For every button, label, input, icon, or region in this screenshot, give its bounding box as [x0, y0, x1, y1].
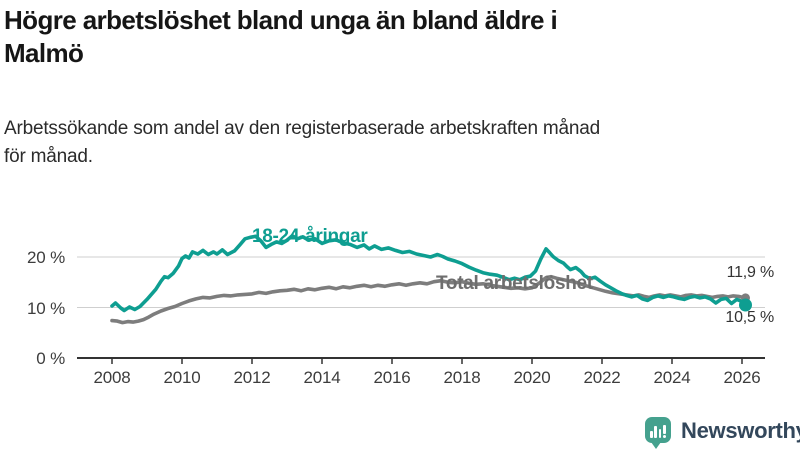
x-axis-label: 2022: [583, 368, 621, 387]
newsworthy-pin-icon: [645, 417, 671, 443]
y-axis-label-10: 10 %: [27, 299, 65, 318]
chart-subtitle: Arbetssökande som andel av den registerb…: [4, 118, 601, 167]
newsworthy-wordmark: Newsworthy: [681, 418, 800, 443]
y-axis-label-0: 0 %: [36, 349, 65, 368]
end-dot-18-24: [739, 298, 752, 312]
newsworthy-logo[interactable]: Newsworthy: [645, 417, 800, 450]
x-axis-label: 2008: [93, 368, 131, 387]
x-axis-label: 2012: [233, 368, 271, 387]
x-axis-label: 2018: [443, 368, 481, 387]
x-axis-label: 2024: [653, 368, 691, 387]
y-axis-label-20: 20 %: [27, 248, 65, 267]
x-axis-label: 2020: [513, 368, 551, 387]
x-axis-label: 2016: [373, 368, 411, 387]
exclamation-icon: [662, 425, 666, 438]
x-axis-label: 2026: [723, 368, 761, 387]
series-line-18-24: [110, 234, 748, 313]
end-value-label-total: 11,9 %: [726, 264, 775, 281]
x-axis-label: 2010: [163, 368, 201, 387]
x-axis-label: 2014: [303, 368, 341, 387]
series-label-total: Total arbetslöshet: [436, 273, 593, 294]
bar-chart-icon: [650, 425, 666, 438]
end-value-label-18-24: 10,5 %: [725, 309, 774, 326]
pin-tail: [651, 442, 661, 449]
series-label-18-24: 18-24-åringar: [252, 226, 368, 247]
chart-title: Högre arbetslöshet bland unga än bland ä…: [4, 5, 558, 68]
